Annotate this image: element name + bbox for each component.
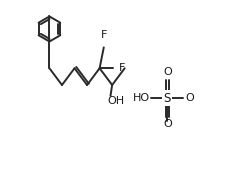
Text: O: O <box>163 119 172 129</box>
Text: F: F <box>101 30 107 40</box>
Text: O: O <box>163 67 172 78</box>
Text: F: F <box>119 63 126 73</box>
Text: HO: HO <box>133 93 150 103</box>
Text: O: O <box>185 93 194 103</box>
Text: S: S <box>164 92 171 105</box>
Text: OH: OH <box>107 96 124 106</box>
